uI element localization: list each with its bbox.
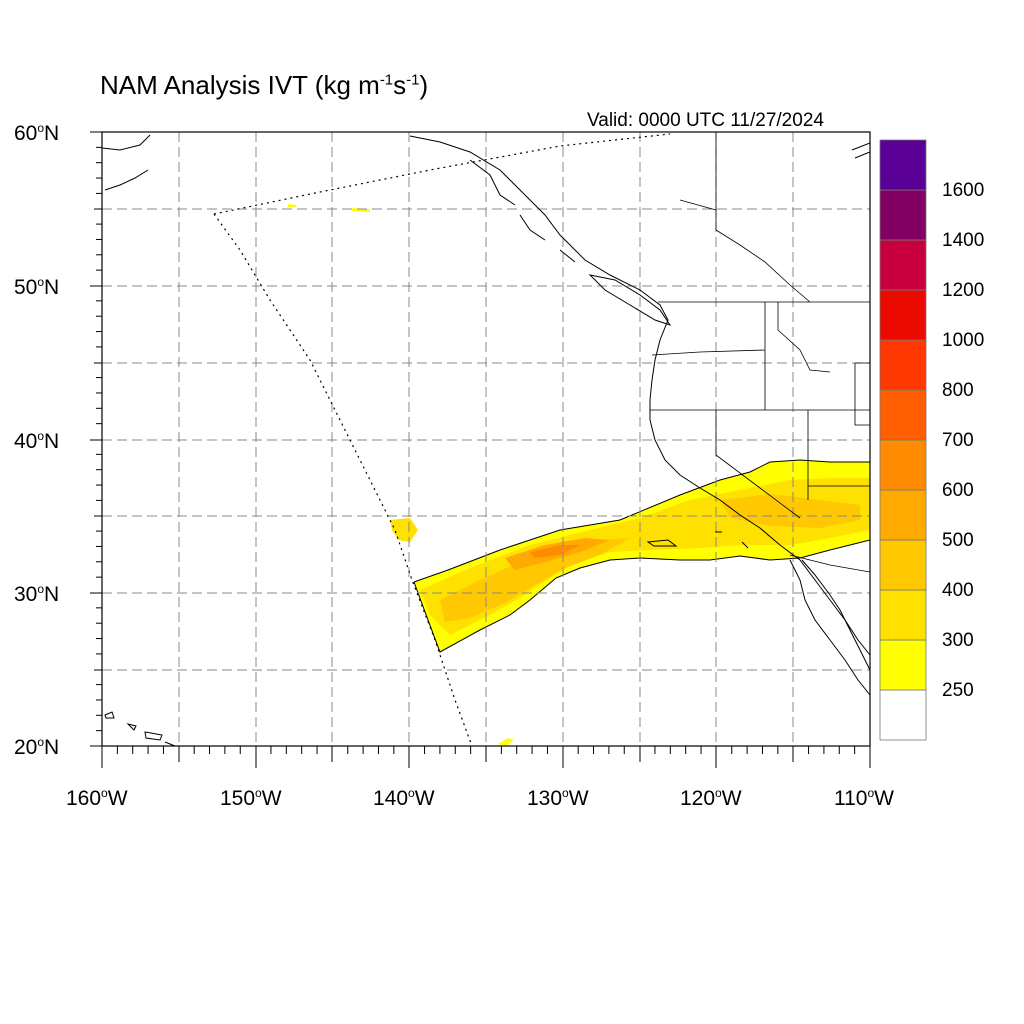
colorbar-swatch [879,439,927,491]
lon-label-160w: 160oW [66,786,128,810]
colorbar-swatch [879,589,927,641]
colorbar-swatch [879,639,927,691]
colorbar-label: 400 [942,580,974,601]
graticule [102,132,870,746]
ivt-spot-2 [498,738,514,746]
political-boundaries [650,132,870,573]
lon-label-130w: 130oW [527,786,589,810]
colorbar [879,139,927,741]
colorbar-label: 1000 [942,330,985,351]
colorbar-swatch [879,289,927,341]
colorbar-label: 600 [942,480,974,501]
lon-label-110w: 110oW [834,786,894,810]
ivt-spot-1 [390,518,418,542]
ivt-shade-600 [530,545,580,558]
colorbar-swatch [879,389,927,441]
minor-tick-marks [96,146,856,754]
colorbar-swatch [879,339,927,391]
tick-marks [90,131,871,768]
colorbar-label: 250 [942,680,974,701]
colorbar-label: 1400 [942,230,985,251]
colorbar-label: 300 [942,630,974,651]
colorbar-label: 500 [942,530,974,551]
lat-label-30n: 30oN [14,582,60,606]
lon-label-150w: 150oW [220,786,282,810]
colorbar-swatch [879,139,927,191]
colorbar-label: 1600 [942,180,985,201]
colorbar-swatch [879,489,927,541]
ivt-spot-4 [288,204,296,207]
colorbar-swatch [879,689,927,741]
model-domain-boundary [213,133,671,746]
lat-label-40n: 40oN [14,429,60,453]
lat-label-20n: 20oN [14,735,60,759]
colorbar-label: 700 [942,430,974,451]
ivt-shade-400 [440,538,630,622]
colorbar-label: 1200 [942,280,985,301]
valid-time: Valid: 0000 UTC 11/27/2024 [587,110,824,131]
colorbar-swatch [879,239,927,291]
lat-label-50n: 50oN [14,275,60,299]
colorbar-label: 800 [942,380,974,401]
lat-label-60n: 60oN [14,121,60,145]
colorbar-swatch [879,539,927,591]
coastlines [102,134,870,746]
lon-label-120w: 120oW [680,786,742,810]
chart-title: NAM Analysis IVT (kg m-1s-1) [100,70,429,100]
lon-label-140w: 140oW [373,786,435,810]
colorbar-swatch [879,189,927,241]
